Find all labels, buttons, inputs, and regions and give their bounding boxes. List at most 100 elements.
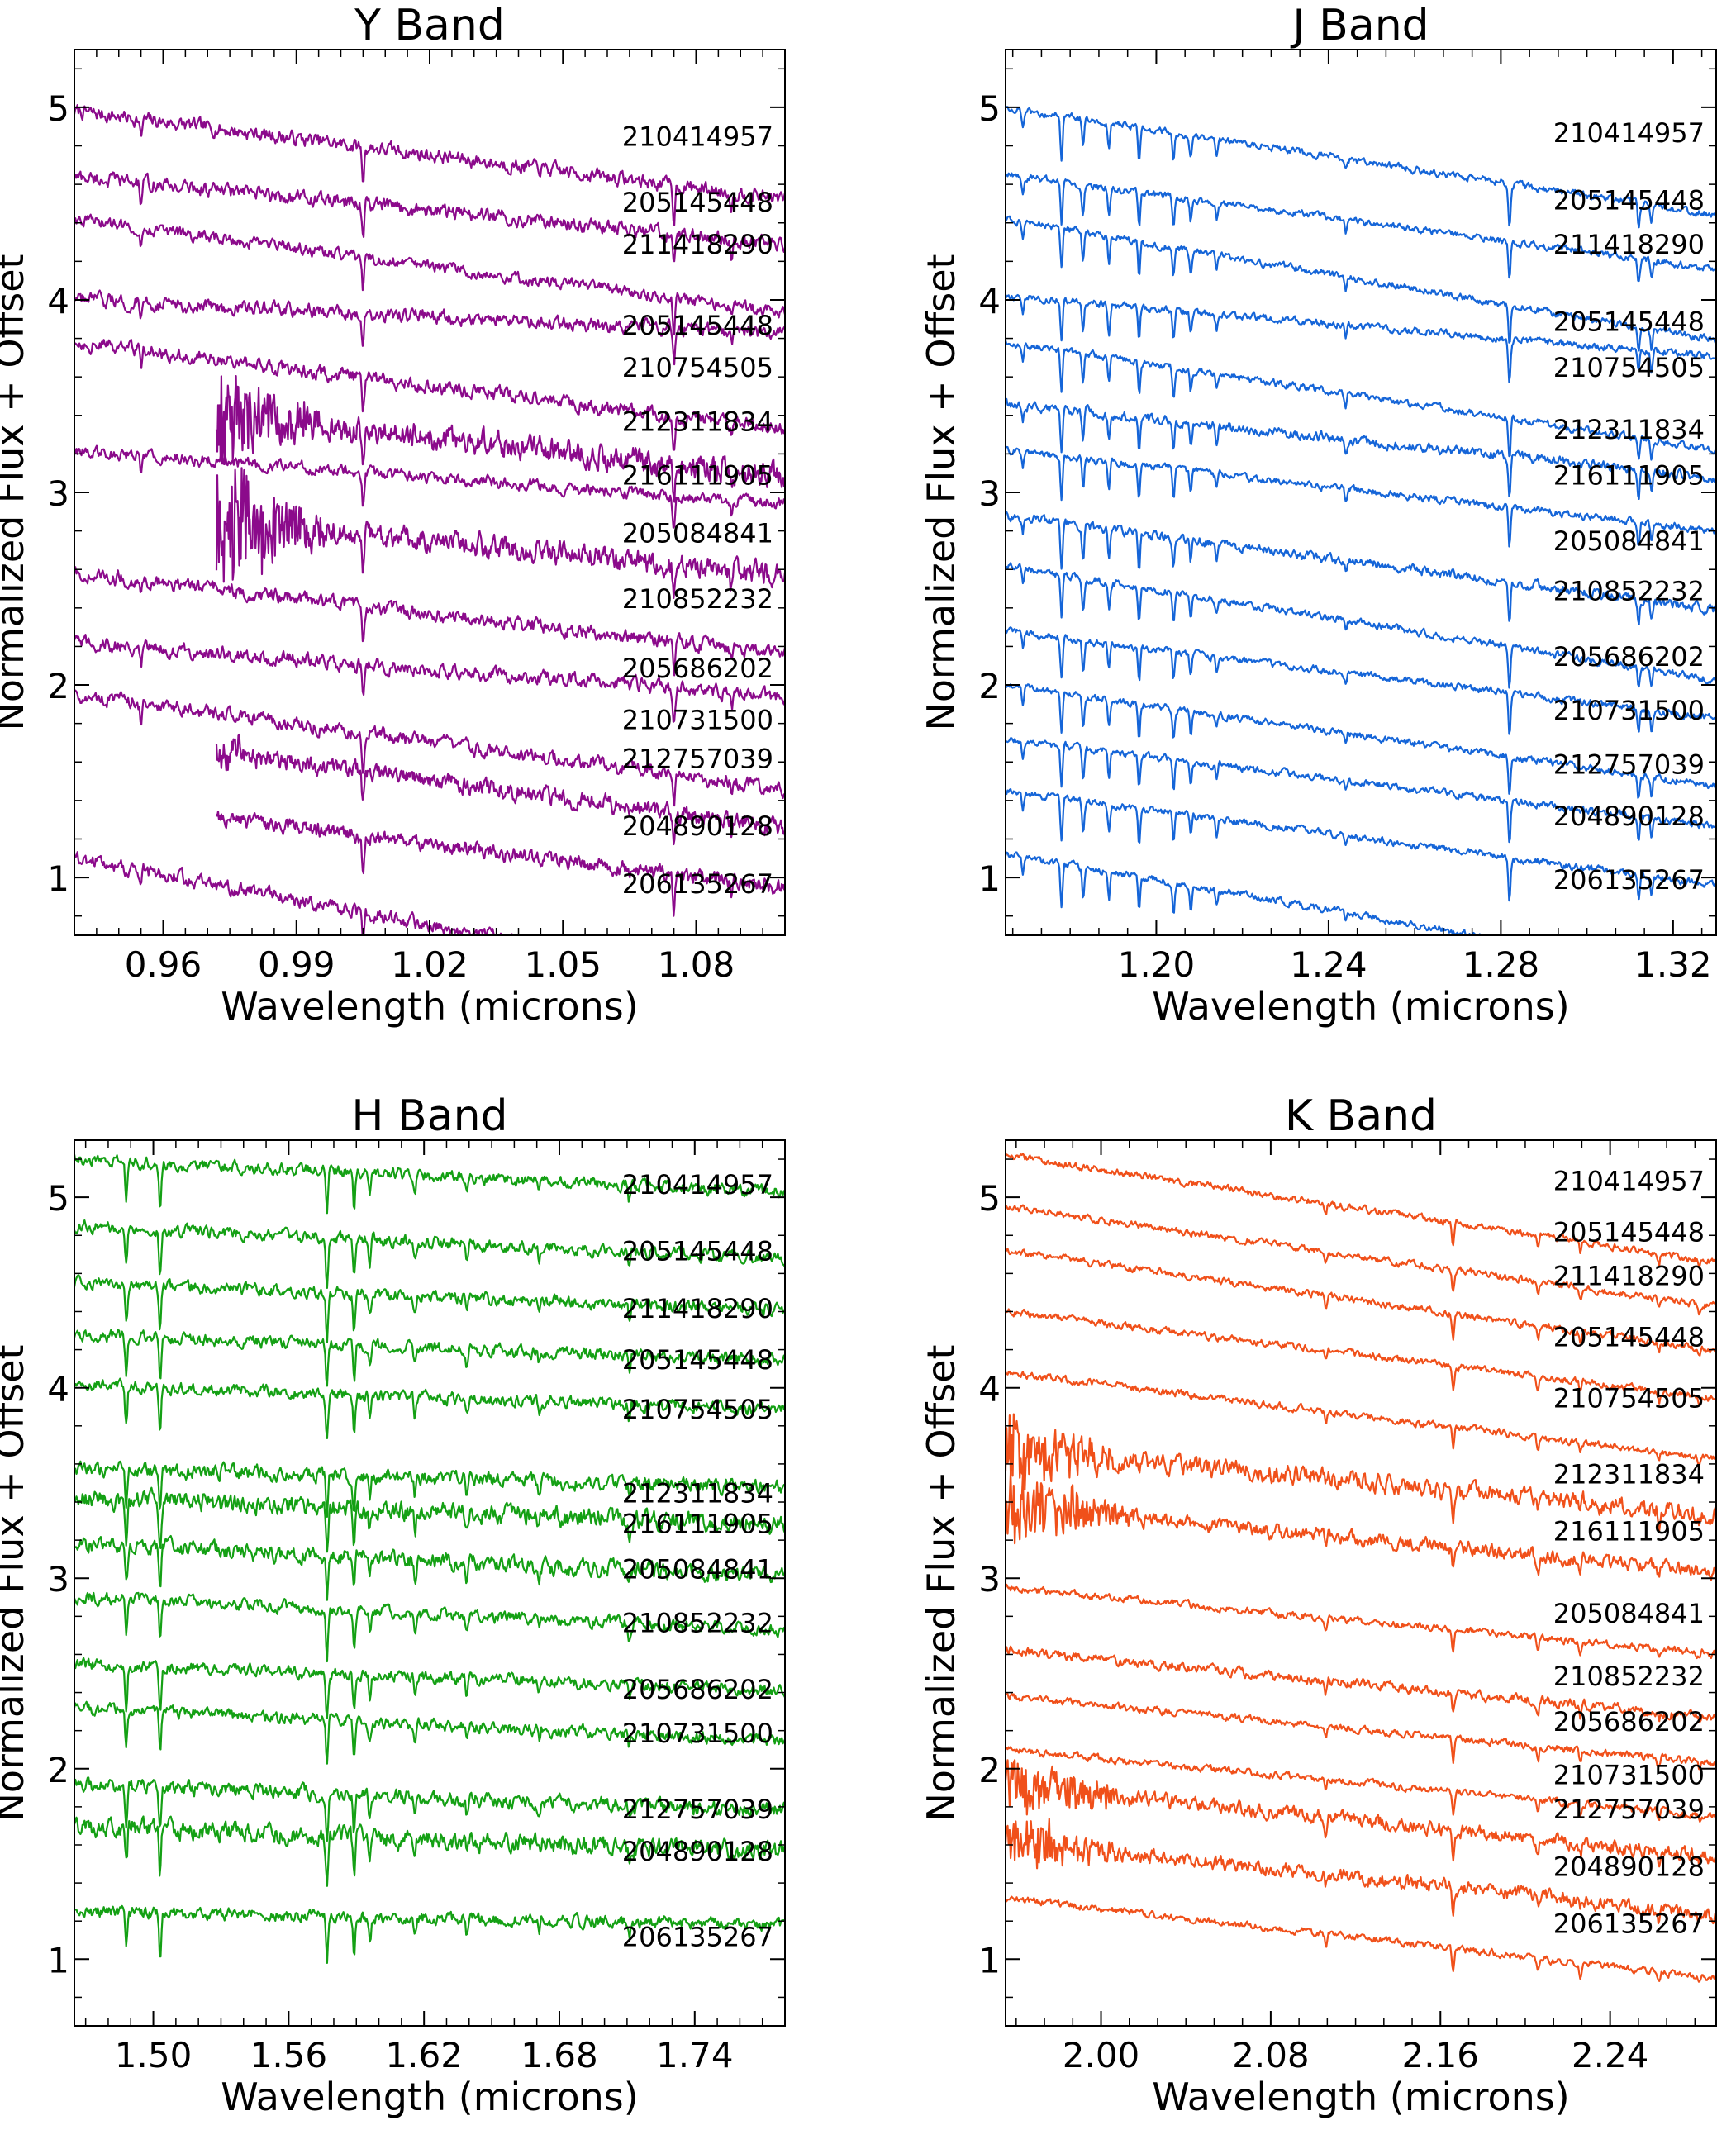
star-id-label: 204890128 (1553, 1851, 1705, 1882)
spectrum-line (1006, 1370, 1716, 1470)
star-id-label: 210754505 (1553, 352, 1705, 383)
star-id-label: 212311834 (1553, 1458, 1705, 1490)
spectrum-line (1006, 1204, 1716, 1316)
spectrum-line (1006, 1308, 1716, 1407)
star-id-label: 212757039 (1553, 749, 1705, 780)
star-id-label: 210731500 (1553, 1760, 1705, 1791)
spectrum-line (74, 1486, 785, 1553)
y-axis-label: Normalized Flux + Offset (919, 1344, 963, 1821)
spectrum-line (74, 1377, 785, 1439)
spectrum-line (1006, 215, 1716, 352)
spectrum-line (74, 1657, 785, 1719)
spectrum-line (1006, 1583, 1716, 1660)
star-id-label: 205145448 (622, 187, 773, 218)
y-tick-label: 1 (978, 858, 1001, 899)
plot-frame (1005, 1139, 1717, 2027)
star-id-label: 206135267 (622, 1922, 773, 1953)
spectrum-line (1006, 397, 1716, 500)
spectrum-line (1006, 511, 1716, 625)
star-id-label: 206135267 (1553, 1909, 1705, 1940)
spectrum-line (74, 1219, 785, 1289)
star-id-label: 204890128 (622, 1836, 773, 1867)
spectrum-line (74, 104, 785, 226)
star-id-label: 205084841 (1553, 525, 1705, 557)
star-id-label: 211418290 (622, 229, 773, 260)
spectrum-line (74, 689, 785, 807)
star-id-label: 206135267 (1553, 864, 1705, 896)
spectrum-line (1006, 293, 1716, 383)
panel-h-band: H Band 210414957 205145448 211418290 2051454… (0, 1091, 786, 2119)
y-axis-label: Normalized Flux + Offset (0, 254, 32, 730)
y-tick-label: 4 (47, 281, 69, 321)
spectrum-line (1006, 1471, 1716, 1581)
spectrum-line (1006, 683, 1716, 799)
spectrum-line (1006, 562, 1716, 689)
x-axis-label: Wavelength (microns) (221, 984, 638, 1029)
y-tick-label: 3 (47, 1559, 69, 1600)
spectra-group (1006, 106, 1716, 935)
x-tick-label: 0.96 (125, 944, 202, 985)
star-id-label: 211418290 (1553, 1261, 1705, 1292)
spectrum-line (1006, 1248, 1716, 1357)
spectrum-line (215, 375, 785, 503)
y-tick-label: 3 (978, 473, 1001, 514)
x-tick-label: 1.24 (1290, 944, 1367, 985)
star-id-label: 216111905 (622, 1508, 773, 1539)
spectrum-line (1006, 1645, 1716, 1723)
panel-title: K Band (1285, 1091, 1437, 1141)
spectrum-line (74, 1815, 785, 1887)
spectra-group (74, 1154, 785, 1964)
star-id-label: 204890128 (1553, 801, 1705, 832)
spectrum-line (1006, 787, 1716, 902)
plot-frame (74, 49, 786, 936)
panel-k-band: K Band 210414957 205145448 211418290 2051454… (919, 1091, 1717, 2119)
star-id-label: 210754505 (622, 352, 773, 383)
star-id-label: 204890128 (622, 811, 773, 842)
y-tick-label: 5 (978, 1178, 1001, 1219)
spectrum-line (74, 1700, 785, 1765)
star-id-label: 205084841 (622, 1554, 773, 1585)
star-id-label: 205145448 (622, 1236, 773, 1267)
spectrum-line (74, 1776, 785, 1842)
spectrum-line (1006, 445, 1716, 548)
y-tick-label: 1 (47, 1940, 69, 1980)
panel-title: H Band (351, 1091, 507, 1141)
spectrum-line (74, 1154, 785, 1215)
spectrum-line (1006, 1746, 1716, 1823)
spectrum-line (74, 213, 785, 335)
y-tick-label: 4 (978, 1369, 1001, 1410)
spectrum-line (1006, 1153, 1716, 1268)
star-id-label: 205145448 (1553, 306, 1705, 337)
star-id-label: 210731500 (1553, 695, 1705, 726)
spectrum-line (74, 1591, 785, 1663)
panel-title: Y Band (354, 1, 505, 50)
spectrum-line (1006, 1818, 1716, 1925)
star-id-label: 205686202 (1553, 641, 1705, 673)
spectrum-line (74, 339, 785, 451)
x-axis-label: Wavelength (microns) (221, 2075, 638, 2119)
star-id-label: 210852232 (622, 1607, 773, 1638)
spectrum-line (74, 1534, 785, 1601)
star-id-label: 206135267 (622, 868, 773, 900)
star-id-label: 212311834 (1553, 414, 1705, 445)
y-tick-label: 2 (47, 666, 69, 706)
star-id-label: 205145448 (1553, 184, 1705, 216)
star-id-label: 210414957 (1553, 1165, 1705, 1196)
star-id-label: 210414957 (622, 121, 773, 153)
y-tick-label: 2 (978, 666, 1001, 706)
star-id-label: 210754505 (622, 1394, 773, 1425)
star-id-label: 205686202 (622, 1674, 773, 1705)
spectrum-line (1006, 1692, 1716, 1771)
spectrum-line (74, 1460, 785, 1518)
y-tick-label: 5 (47, 88, 69, 129)
y-tick-label: 4 (47, 1369, 69, 1410)
y-axis-label: Normalized Flux + Offset (0, 1344, 32, 1821)
star-id-label: 212757039 (1553, 1794, 1705, 1825)
spectrum-line (215, 467, 785, 599)
x-tick-label: 2.08 (1232, 2035, 1310, 2075)
spectrum-line (74, 634, 785, 723)
star-id-label: 210414957 (1553, 117, 1705, 149)
y-tick-label: 3 (47, 473, 69, 514)
star-id-label: 211418290 (622, 1293, 773, 1324)
spectrum-line (74, 1904, 785, 1964)
